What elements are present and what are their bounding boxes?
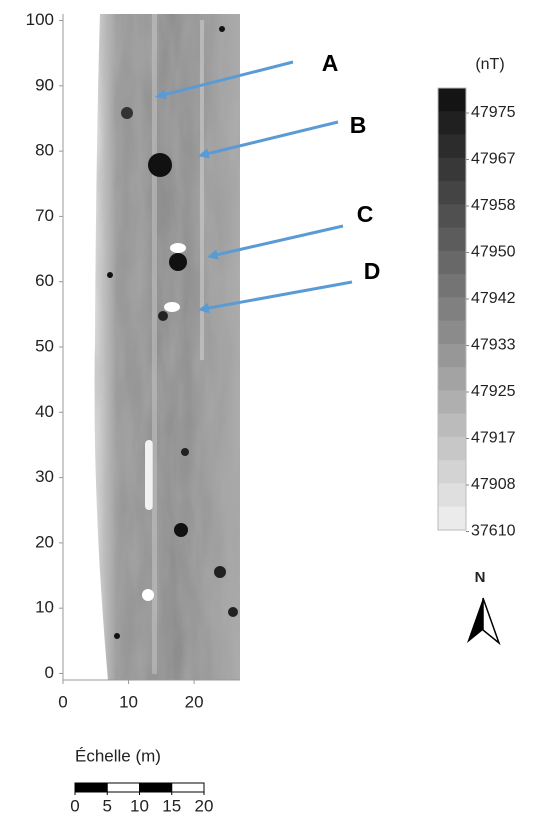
legend-title: (nT) [475, 56, 504, 73]
y-tick-label: 30 [35, 467, 54, 486]
legend-label: 47925 [471, 383, 516, 400]
y-tick-label: 90 [35, 75, 54, 94]
y-tick-label: 70 [35, 206, 54, 225]
y-tick-label: 40 [35, 402, 54, 421]
annotation-arrow [162, 60, 294, 97]
north-arrow [467, 597, 501, 646]
annotation-arrow [205, 280, 353, 311]
legend-swatch [438, 274, 466, 298]
legend-swatch [438, 181, 466, 205]
y-tick-label: 100 [26, 10, 54, 29]
annotation-label: B [350, 112, 367, 138]
legend-swatch [438, 320, 466, 345]
legend-label: 47908 [471, 476, 516, 493]
scale-tick-label: 0 [70, 796, 79, 815]
annotation-arrowhead [198, 148, 210, 159]
legend-swatch [438, 204, 466, 229]
x-tick-label: 0 [58, 692, 67, 711]
legend-swatch [438, 250, 466, 275]
legend-swatch [438, 227, 466, 252]
annotation-arrowhead [198, 302, 210, 314]
y-tick-label: 20 [35, 532, 54, 551]
legend-swatch [438, 506, 466, 531]
y-tick-label: 60 [35, 271, 54, 290]
legend-label: 47967 [471, 151, 516, 168]
y-tick-label: 0 [45, 663, 54, 682]
scale-tick-label: 20 [195, 796, 214, 815]
north-label: N [475, 569, 486, 586]
scale-title: Échelle (m) [75, 746, 161, 765]
annotation-label: C [357, 201, 374, 227]
legend-swatch [438, 483, 466, 508]
y-tick-label: 10 [35, 598, 54, 617]
scale-tick-label: 10 [130, 796, 149, 815]
legend-swatch [438, 111, 466, 136]
legend-label: 47942 [471, 290, 516, 307]
legend-swatch [438, 134, 466, 159]
scale-segment [74, 782, 108, 793]
legend-frame [437, 87, 467, 531]
annotation-arrowhead [207, 249, 219, 260]
legend-swatch [438, 436, 466, 461]
legend-swatch [438, 88, 466, 112]
legend-label: 47975 [471, 104, 516, 121]
legend-label: 47917 [471, 430, 516, 447]
annotation-arrow [205, 120, 339, 156]
annotation-label: A [322, 50, 339, 76]
legend-swatch [438, 390, 466, 415]
annotation-arrow [214, 224, 344, 257]
y-tick-label: 50 [35, 336, 54, 355]
scale-segment [171, 782, 205, 793]
raster [94, 14, 241, 680]
legend-swatch [438, 157, 466, 182]
scale-segment [106, 782, 140, 793]
y-tick-label: 80 [35, 141, 54, 160]
scale-tick-label: 15 [162, 796, 181, 815]
legend-swatch [438, 367, 466, 391]
legend-swatch [438, 460, 466, 484]
x-tick-label: 10 [119, 692, 138, 711]
annotation-arrowhead [155, 89, 167, 100]
legend-label: 37610 [471, 523, 516, 540]
legend-label: 47950 [471, 244, 516, 261]
legend-swatch [438, 343, 466, 368]
legend-swatch [438, 297, 466, 322]
scale-segment [139, 782, 173, 793]
x-tick-label: 20 [185, 692, 204, 711]
legend-label: 47958 [471, 197, 516, 214]
annotation-label: D [364, 258, 381, 284]
scale-tick-label: 5 [103, 796, 112, 815]
legend-swatch [438, 413, 466, 438]
legend-label: 47933 [471, 337, 516, 354]
